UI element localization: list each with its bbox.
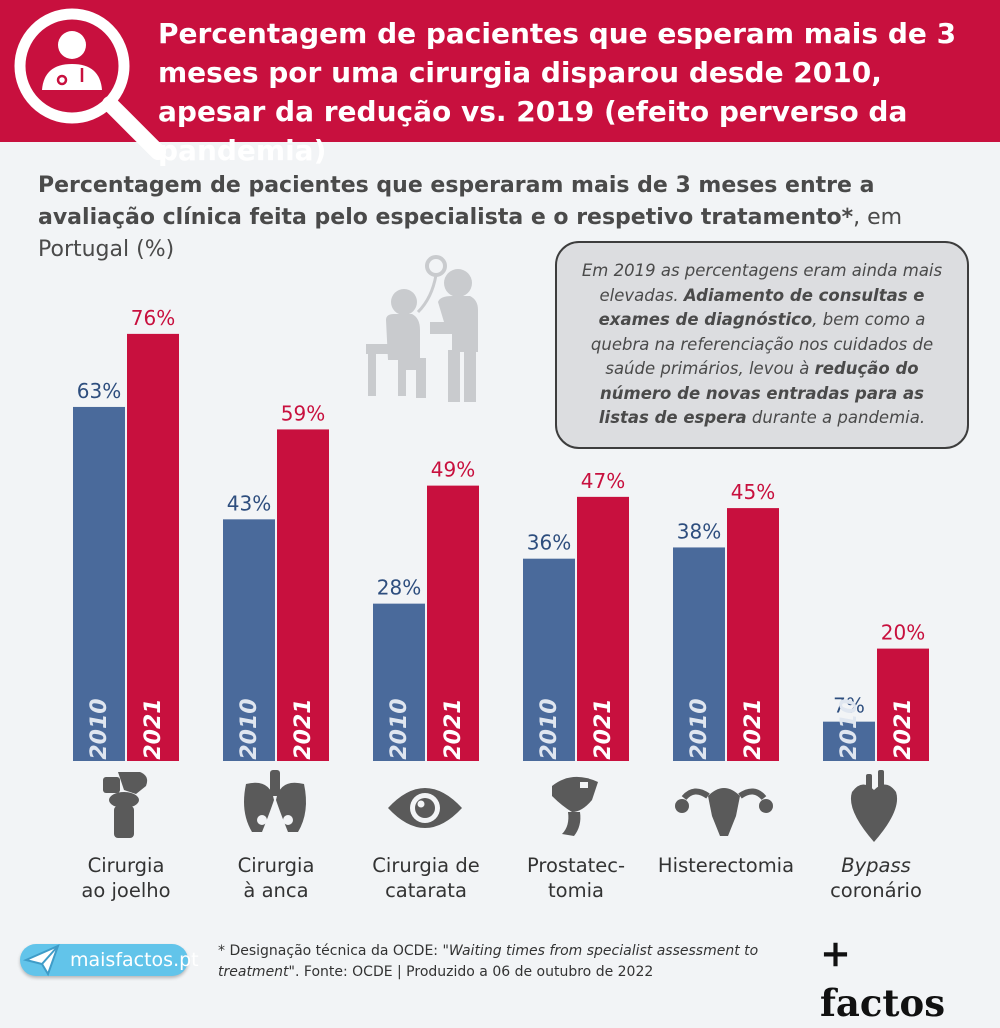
series-label-2021-3: 2021 bbox=[591, 698, 616, 759]
bar-2021-2 bbox=[427, 485, 479, 761]
category-label-line: catarata bbox=[385, 879, 467, 902]
note-part-4: durante a pandemia. bbox=[746, 408, 926, 427]
series-label-2021-5: 2021 bbox=[891, 698, 916, 759]
page-title: Percentagem de pacientes que esperam mai… bbox=[158, 17, 957, 167]
value-label-2010-5: 7% bbox=[833, 694, 865, 718]
value-label-2010-4: 38% bbox=[677, 519, 721, 543]
pelvis-hip-icon bbox=[244, 770, 306, 832]
value-label-2021-1: 59% bbox=[281, 401, 325, 425]
footnote-source: . Fonte: OCDE | Produzido a 06 de outubr… bbox=[294, 964, 654, 980]
footnote: * Designação técnica da OCDE: "Waiting t… bbox=[218, 941, 808, 983]
brand-logo: + factos bbox=[820, 931, 946, 1025]
category-label-2: Cirurgia de catarata bbox=[351, 853, 501, 903]
series-label-2010-3: 2010 bbox=[537, 698, 562, 759]
category-label-line: à anca bbox=[243, 879, 309, 902]
value-label-2010-2: 28% bbox=[377, 576, 421, 600]
value-label-2021-0: 76% bbox=[131, 306, 175, 330]
bar-2021-5 bbox=[877, 648, 929, 761]
bar-2021-0 bbox=[127, 333, 179, 761]
value-label-2021-2: 49% bbox=[431, 458, 475, 482]
category-label-4: Histerectomia bbox=[651, 853, 801, 878]
series-label-2021-1: 2021 bbox=[291, 698, 316, 759]
category-label-line: ao joelho bbox=[81, 879, 171, 902]
value-label-2021-3: 47% bbox=[581, 469, 625, 493]
value-label-2010-1: 43% bbox=[227, 491, 271, 515]
bar-2021-1 bbox=[277, 429, 329, 761]
footnote-quote: "Waiting times from specialist assessmen… bbox=[218, 943, 759, 980]
bar-2010-3 bbox=[523, 558, 575, 761]
series-label-2021-2: 2021 bbox=[441, 698, 466, 759]
bar-2021-3 bbox=[577, 496, 629, 761]
category-label-line: Cirurgia bbox=[237, 854, 315, 877]
category-label-line: tomia bbox=[548, 879, 604, 902]
note-part-0: Em 2019 as percentagens eram ainda mais … bbox=[581, 261, 943, 305]
note-part-2: , bem como a quebra na referenciação nos… bbox=[590, 310, 934, 378]
doctor-patient-illustration bbox=[366, 255, 478, 402]
annotation-callout: Em 2019 as percentagens eram ainda mais … bbox=[555, 241, 969, 449]
category-label-line: Histerectomia bbox=[657, 854, 795, 877]
series-label-2010-4: 2010 bbox=[687, 698, 712, 759]
eye-icon bbox=[388, 788, 462, 828]
bar-2010-1 bbox=[223, 519, 275, 761]
category-label-line: Bypass bbox=[841, 854, 911, 877]
site-badge[interactable]: maisfactos.pt bbox=[20, 944, 199, 977]
subtitle-rest: , em Portugal (%) bbox=[38, 205, 903, 262]
series-label-2010-2: 2010 bbox=[387, 698, 412, 759]
heart-icon bbox=[850, 770, 898, 842]
value-label-2021-4: 45% bbox=[731, 480, 775, 504]
paper-plane-icon bbox=[22, 944, 60, 977]
note-part-3: redução do número de novas entradas para… bbox=[598, 359, 924, 427]
category-label-0: Cirurgia ao joelho bbox=[51, 853, 201, 903]
note-part-1: Adiamento de consultas e exames de diagn… bbox=[598, 285, 925, 330]
subtitle-bold: Percentagem de pacientes que esperaram m… bbox=[38, 173, 875, 230]
bar-2010-5 bbox=[823, 721, 875, 761]
bar-chart: 63% 2010 76% 2021 43% 2010 59% 2021 28% 2010 49% 20… bbox=[73, 255, 929, 842]
footnote-lead: * Designação técnica da OCDE: bbox=[218, 943, 443, 959]
category-label-line: Cirurgia bbox=[87, 854, 165, 877]
value-label-2021-5: 20% bbox=[881, 621, 925, 645]
series-label-2010-1: 2010 bbox=[237, 698, 262, 759]
bar-2021-4 bbox=[727, 508, 779, 761]
doctor-search-icon bbox=[14, 8, 166, 160]
category-label-5: Bypass coronário bbox=[801, 853, 951, 903]
bar-2010-4 bbox=[673, 547, 725, 761]
category-label-line: Cirurgia de bbox=[372, 854, 480, 877]
category-label-3: Prostatec-tomia bbox=[501, 853, 651, 903]
knee-joint-icon bbox=[103, 772, 148, 838]
value-label-2010-0: 63% bbox=[77, 379, 121, 403]
bar-2010-2 bbox=[373, 603, 425, 761]
uterus-icon bbox=[675, 788, 773, 836]
series-label-2021-0: 2021 bbox=[141, 698, 166, 759]
category-label-line: Prostatec- bbox=[526, 854, 626, 877]
series-label-2010-5: 2010 bbox=[837, 698, 862, 759]
series-label-2010-0: 2010 bbox=[87, 698, 112, 759]
header-banner: Percentagem de pacientes que esperam mai… bbox=[0, 0, 1000, 167]
category-label-line: coronário bbox=[830, 879, 922, 902]
chart-subtitle: Percentagem de pacientes que esperaram m… bbox=[38, 170, 968, 266]
series-label-2021-4: 2021 bbox=[741, 698, 766, 759]
bar-2010-0 bbox=[73, 406, 125, 761]
category-icons bbox=[103, 770, 898, 842]
value-label-2010-3: 36% bbox=[527, 531, 571, 555]
site-url: maisfactos.pt bbox=[70, 949, 199, 971]
category-label-1: Cirurgia à anca bbox=[201, 853, 351, 903]
prostate-icon bbox=[552, 776, 598, 836]
